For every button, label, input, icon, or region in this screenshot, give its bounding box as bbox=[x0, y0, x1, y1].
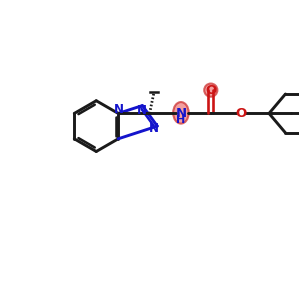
Circle shape bbox=[204, 84, 218, 97]
Text: H: H bbox=[176, 115, 186, 125]
Text: N: N bbox=[149, 122, 159, 135]
Text: N: N bbox=[176, 107, 187, 120]
Text: O: O bbox=[205, 84, 216, 97]
Text: N: N bbox=[137, 103, 147, 117]
Text: N: N bbox=[114, 103, 124, 116]
Text: O: O bbox=[235, 107, 246, 120]
Ellipse shape bbox=[173, 102, 189, 124]
